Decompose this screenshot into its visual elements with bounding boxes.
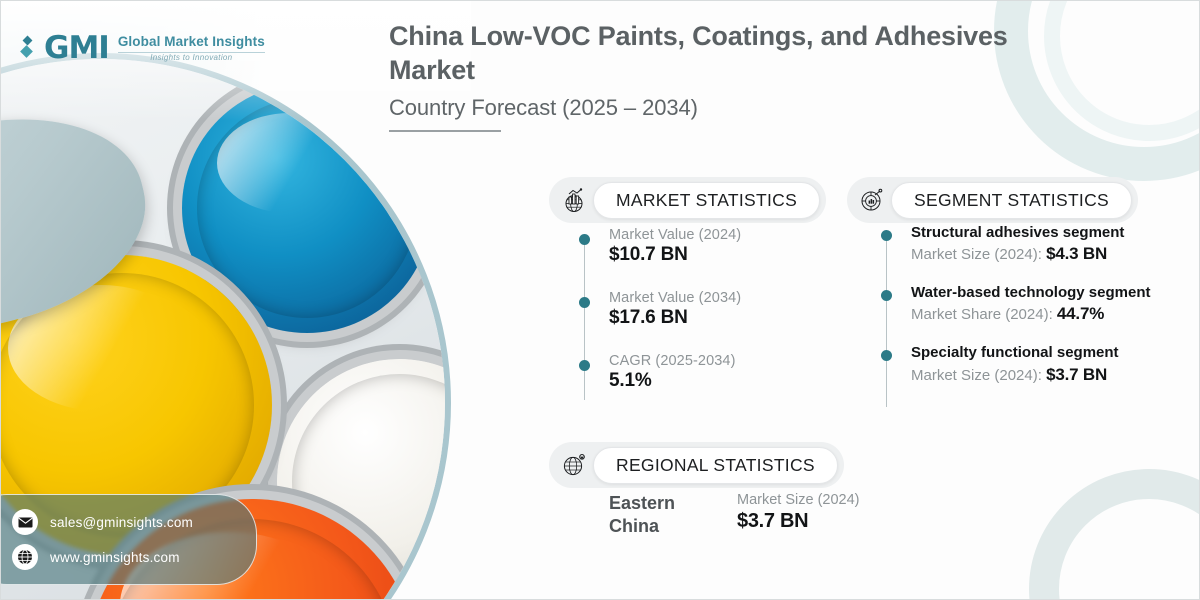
- regional-statistics-header: REGIONAL STATISTICS: [549, 442, 844, 488]
- page-title: China Low-VOC Paints, Coatings, and Adhe…: [389, 21, 1008, 86]
- market-statistics-label: MARKET STATISTICS: [616, 189, 798, 210]
- envelope-icon: [12, 509, 38, 535]
- stat-label: Market Value (2034): [609, 290, 742, 306]
- bullet-dot: [579, 297, 590, 308]
- bullet-dot: [579, 234, 590, 245]
- regional-statistics-label: REGIONAL STATISTICS: [616, 454, 815, 475]
- logo-divider: [117, 51, 265, 53]
- logo-tagline: Insights to Innovation: [150, 52, 233, 62]
- region-metric-value: $3.7 BN: [737, 510, 809, 532]
- segment-metric-label: Market Size (2024):: [911, 366, 1047, 384]
- segment-title: Structural adhesives segment: [911, 224, 1125, 241]
- logo-company-name: Global Market Insights: [117, 34, 265, 50]
- globe-bar-chart-icon: [555, 181, 593, 219]
- stat-item: Market Value (2034) $17.6 BN: [579, 290, 829, 329]
- stat-value: $17.6 BN: [609, 307, 688, 328]
- market-statistics-pill: MARKET STATISTICS: [593, 181, 821, 219]
- segment-statistics-pill: SEGMENT STATISTICS: [891, 181, 1133, 219]
- pie-chart-target-icon: [853, 181, 891, 219]
- title-underline: [389, 129, 501, 132]
- contact-website-text: www.gminsights.com: [50, 549, 180, 565]
- segment-item: Specialty functional segment Market Size…: [881, 343, 1181, 384]
- segment-item: Structural adhesives segment Market Size…: [881, 223, 1181, 264]
- segment-item: Water-based technology segment Market Sh…: [881, 283, 1181, 324]
- segment-title: Water-based technology segment: [911, 284, 1151, 302]
- contact-email-text: sales@gminsights.com: [50, 514, 194, 530]
- decor-arc-top-right-outer: [994, 1, 1199, 181]
- stat-label: CAGR (2025-2034): [609, 353, 736, 369]
- bullet-dot: [881, 350, 892, 362]
- timeline-connector: [584, 236, 585, 400]
- globe-icon: [12, 544, 38, 570]
- decor-arc-bottom-right: [1029, 469, 1199, 599]
- segment-metric-label: Market Size (2024):: [911, 246, 1047, 264]
- segment-metric: Market Size (2024): $3.7 BN: [911, 365, 1181, 385]
- segment-statistics-header: SEGMENT STATISTICS: [847, 177, 1139, 223]
- region-metric-label: Market Size (2024): [737, 492, 860, 508]
- page-subtitle: Country Forecast (2025 – 2034): [389, 94, 698, 120]
- segment-metric: Market Size (2024): $4.3 BN: [911, 244, 1181, 264]
- gmi-logo[interactable]: GMI Global Market Insights Insights to I…: [19, 33, 265, 64]
- bullet-dot: [881, 230, 892, 241]
- segment-metric: Market Share (2024): 44.7%: [911, 304, 1181, 324]
- photo-top-fade: [1, 1, 471, 121]
- bullet-dot: [881, 290, 892, 302]
- stat-item: Market Value (2024) $10.7 BN: [579, 227, 829, 266]
- contact-website-row[interactable]: www.gminsights.com: [12, 544, 238, 570]
- segment-metric-value: $4.3 BN: [1046, 244, 1108, 264]
- globe-pin-icon: [555, 446, 593, 484]
- stat-item: CAGR (2025-2034) 5.1%: [579, 353, 829, 392]
- region-name: Eastern China: [609, 493, 676, 536]
- bullet-dot: [579, 360, 590, 371]
- contact-info: sales@gminsights.com www.gminsights.com: [1, 494, 257, 585]
- logo-gmi-text: GMI: [44, 30, 110, 66]
- stat-label: Market Value (2024): [609, 227, 742, 243]
- highlight: [217, 113, 362, 213]
- segment-statistics-label: SEGMENT STATISTICS: [914, 189, 1110, 210]
- timeline-connector: [886, 232, 887, 407]
- segment-metric-value: 44.7%: [1056, 304, 1105, 324]
- segment-title: Specialty functional segment: [911, 344, 1119, 362]
- regional-statistics-pill: REGIONAL STATISTICS: [593, 446, 838, 484]
- market-statistics-list: Market Value (2024) $10.7 BN Market Valu…: [579, 227, 829, 400]
- segment-metric-label: Market Share (2024):: [911, 306, 1057, 324]
- regional-statistics-body: Eastern China Market Size (2024) $3.7 BN: [609, 492, 860, 537]
- market-statistics-header: MARKET STATISTICS: [549, 177, 827, 223]
- contact-email-row[interactable]: sales@gminsights.com: [12, 509, 238, 535]
- logo-diamonds-icon: [20, 35, 33, 58]
- segment-statistics-list: Structural adhesives segment Market Size…: [881, 223, 1181, 407]
- title-block: China Low-VOC Paints, Coatings, and Adhe…: [389, 19, 1009, 132]
- stat-value: 5.1%: [609, 370, 652, 391]
- stat-value: $10.7 BN: [609, 244, 688, 265]
- segment-metric-value: $3.7 BN: [1046, 364, 1108, 384]
- decor-arc-top-right-inner: [1044, 1, 1199, 141]
- region-metric: Market Size (2024) $3.7 BN: [737, 492, 860, 533]
